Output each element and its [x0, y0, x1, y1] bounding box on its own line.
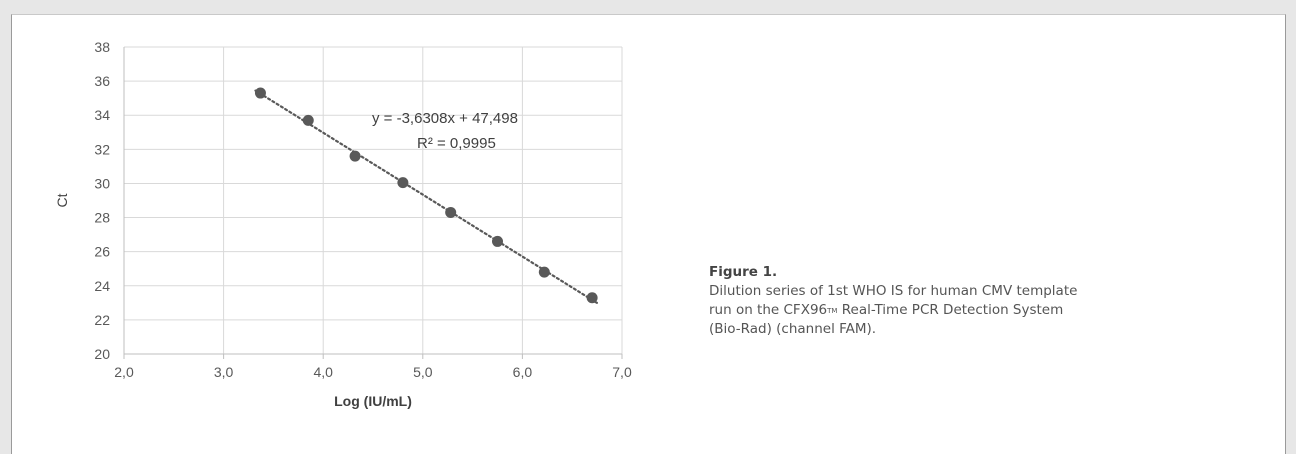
data-point	[445, 206, 457, 218]
figure-panel: 20 22 24 26 28 30 32 34 36 38 2,0 3,0 4,0 5,0 6,0 7,0 L…	[11, 14, 1286, 454]
data-points	[254, 87, 598, 304]
caption-text-part2: Real-Time PCR Detection System (Bio-Rad)…	[709, 302, 1064, 337]
data-point	[586, 292, 598, 304]
trendline	[254, 89, 599, 305]
x-tick-label: 3,0	[214, 364, 234, 380]
trendline-equation: y = -3,6308x + 47,498	[372, 110, 518, 127]
y-tick-label: 28	[94, 210, 110, 226]
axis-labels: Log (IU/mL) Ct y = -3,6308x + 47,498 R² …	[54, 110, 518, 409]
y-tick-label: 22	[94, 312, 110, 328]
trademark-symbol: TM	[827, 307, 838, 315]
caption-text: Dilution series of 1st WHO IS for human …	[709, 282, 1079, 339]
x-tick-label: 7,0	[612, 364, 632, 380]
caption-text-part1: Dilution series of 1st WHO IS for human …	[709, 283, 1078, 318]
y-tick-label: 24	[94, 278, 110, 294]
caption-title: Figure 1.	[709, 264, 778, 280]
data-point	[492, 235, 503, 247]
y-tick-label: 38	[94, 39, 110, 55]
x-tick-label: 2,0	[114, 364, 134, 380]
trendline-r-squared: R² = 0,9995	[417, 135, 496, 152]
x-tick-label: 4,0	[313, 364, 333, 380]
x-axis-label: Log (IU/mL)	[334, 393, 412, 409]
y-tick-label: 26	[94, 244, 110, 260]
data-point	[397, 177, 409, 189]
y-tick-label: 32	[94, 141, 110, 157]
data-point	[302, 114, 314, 126]
gridlines	[123, 46, 623, 355]
axes	[123, 47, 623, 359]
y-tick-label: 34	[94, 107, 110, 123]
data-point	[254, 87, 266, 99]
data-point	[538, 266, 550, 278]
y-tick-label: 20	[94, 346, 110, 362]
y-tick-label: 36	[94, 73, 110, 89]
calibration-chart: 20 22 24 26 28 30 32 34 36 38 2,0 3,0 4,0 5,0 6,0 7,0 L…	[54, 39, 632, 409]
trendline-path	[254, 89, 599, 305]
figure-caption: Figure 1. Dilution series of 1st WHO IS …	[709, 263, 1079, 339]
tick-labels: 20 22 24 26 28 30 32 34 36 38 2,0 3,0 4,0 5,0 6,0 7,0	[94, 39, 632, 380]
y-axis-label: Ct	[54, 193, 70, 207]
y-tick-label: 30	[94, 175, 110, 191]
x-tick-label: 6,0	[513, 364, 533, 380]
x-tick-label: 5,0	[413, 364, 433, 380]
data-point	[349, 150, 361, 162]
